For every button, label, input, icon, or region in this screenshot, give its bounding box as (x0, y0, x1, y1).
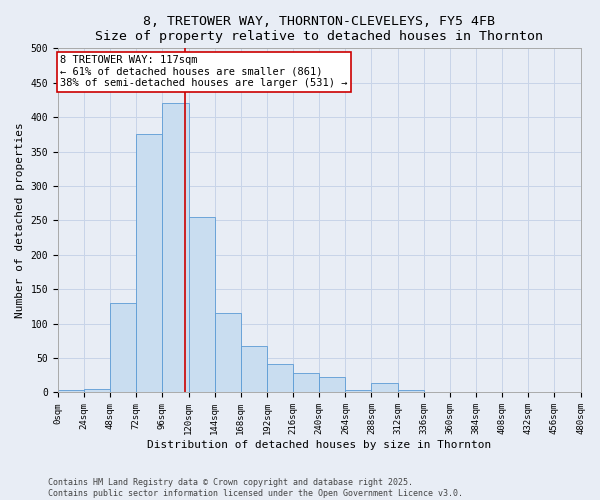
Bar (215, 314, 241, 392)
Bar (163, 104, 188, 393)
Bar (136, 134, 163, 392)
Y-axis label: Number of detached properties: Number of detached properties (15, 122, 25, 318)
Bar (188, 217, 215, 392)
Bar (241, 346, 267, 393)
Text: Contains HM Land Registry data © Crown copyright and database right 2025.
Contai: Contains HM Land Registry data © Crown c… (48, 478, 463, 498)
Bar (346, 390, 371, 392)
Bar (58, 390, 84, 392)
Bar (110, 303, 136, 392)
Bar (267, 364, 293, 392)
Bar (398, 390, 424, 392)
Bar (371, 383, 398, 392)
Bar (319, 378, 346, 392)
Bar (84, 389, 110, 392)
X-axis label: Distribution of detached houses by size in Thornton: Distribution of detached houses by size … (147, 440, 491, 450)
Bar (293, 373, 319, 392)
Text: 8 TRETOWER WAY: 117sqm
← 61% of detached houses are smaller (861)
38% of semi-de: 8 TRETOWER WAY: 117sqm ← 61% of detached… (60, 55, 347, 88)
Title: 8, TRETOWER WAY, THORNTON-CLEVELEYS, FY5 4FB
Size of property relative to detach: 8, TRETOWER WAY, THORNTON-CLEVELEYS, FY5… (95, 15, 543, 43)
